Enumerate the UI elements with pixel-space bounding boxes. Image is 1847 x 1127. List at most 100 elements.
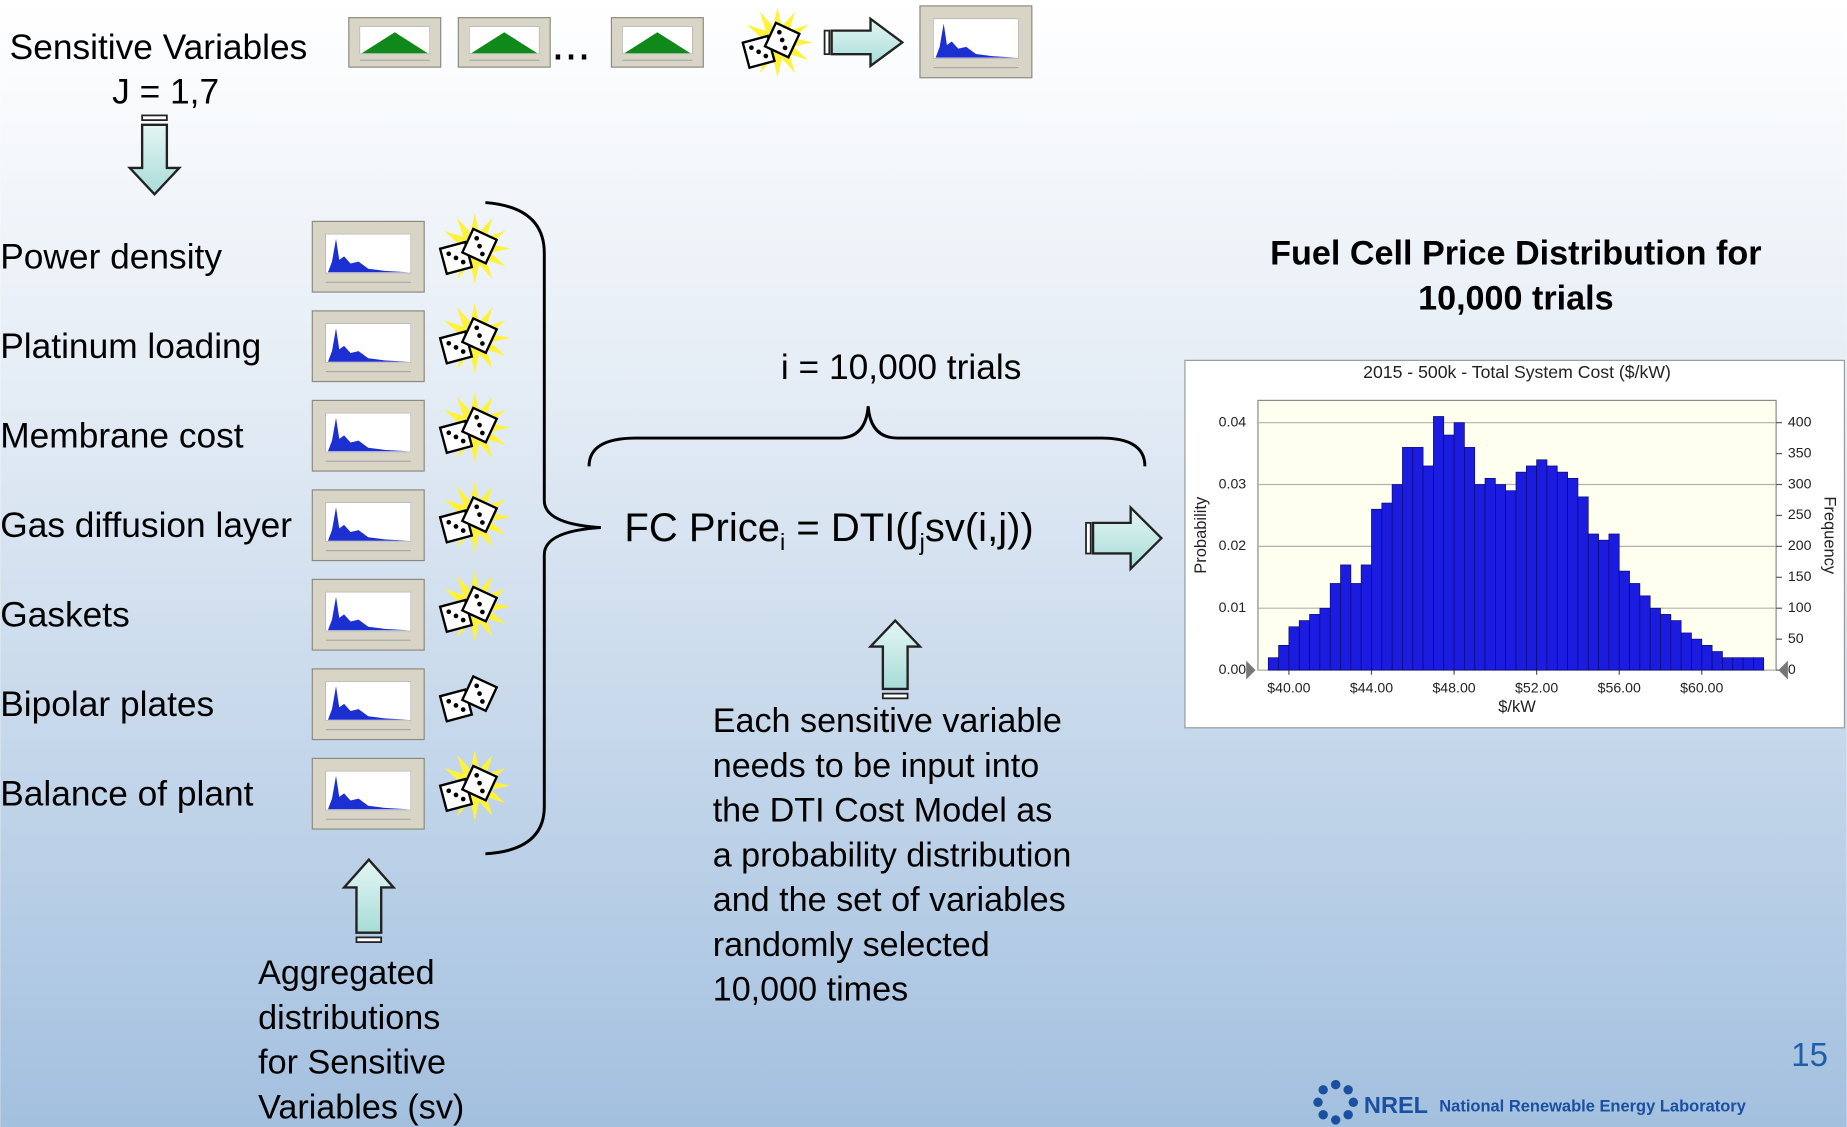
bar (1578, 497, 1588, 670)
variable: Balance of plant (0, 774, 253, 813)
explanation-line: needs to be input into (713, 747, 1039, 785)
formula-part: sv(i,j)) (925, 506, 1034, 550)
bar (1733, 658, 1743, 670)
label: Sensitive Variables (10, 28, 308, 67)
bar (1402, 447, 1412, 670)
chart: 0.000.010.020.030.0405010015020025030035… (1192, 362, 1839, 716)
x-axis-label: $/kW (1498, 698, 1536, 716)
bar (1557, 472, 1567, 670)
y2-tick-label: 300 (1788, 475, 1812, 491)
explanation-line: Each sensitive variable (713, 702, 1062, 740)
slide: Sensitive Variables J = 1,7 ... i = 10,0… (0, 0, 1847, 1127)
bar (1619, 571, 1629, 670)
logo-dot (1318, 1085, 1327, 1094)
bar (1361, 565, 1371, 670)
variable: Power density (0, 237, 222, 276)
logo-dot (1313, 1098, 1322, 1107)
bar (1712, 652, 1722, 671)
bar (1289, 627, 1299, 670)
bar (1691, 639, 1701, 670)
x-tick-label: $48.00 (1432, 680, 1475, 696)
y-tick-label: 0.02 (1219, 537, 1247, 553)
bar (1506, 491, 1516, 670)
logo-dot (1343, 1085, 1352, 1094)
y-tick-label: 0.00 (1219, 661, 1247, 677)
variable: Gaskets (0, 595, 130, 634)
organization: National Renewable Energy Laboratory (1439, 1097, 1746, 1115)
bar (1640, 596, 1650, 670)
bar (1454, 423, 1464, 670)
arrow-tail (825, 31, 830, 55)
explanation-line: randomly selected (713, 926, 990, 964)
bar (1753, 658, 1763, 670)
caption-line: for Sensitive (258, 1044, 446, 1082)
x-tick-label: $44.00 (1350, 680, 1393, 696)
chart-title: 2015 - 500k - Total System Cost ($/kW) (1363, 362, 1671, 382)
bar (1609, 534, 1619, 670)
y2-tick-label: 400 (1788, 413, 1812, 429)
y-axis-label: Probability (1192, 496, 1210, 574)
y2-tick-label: 50 (1788, 630, 1804, 646)
bar (1464, 447, 1474, 670)
bar (1413, 447, 1423, 670)
bar (1650, 608, 1660, 670)
logo-dot (1318, 1110, 1327, 1119)
heading: Fuel Cell Price Distribution for (1270, 235, 1761, 273)
bar (1279, 645, 1289, 670)
x-tick-label: $40.00 (1267, 680, 1310, 696)
explanation-line: a probability distribution (713, 836, 1072, 874)
label: i = 10,000 trials (781, 348, 1021, 387)
y-tick-label: 0.04 (1219, 413, 1247, 429)
page: Sensitive Variables J = 1,7 ... i = 10,0… (0, 0, 1847, 1127)
logo: NREL (1364, 1092, 1428, 1118)
bar (1702, 645, 1712, 670)
y2-tick-label: 150 (1788, 568, 1812, 584)
bar (1599, 540, 1609, 670)
formula-part: = DTI(∫ (785, 506, 922, 550)
bar (1299, 621, 1309, 670)
bar (1392, 485, 1402, 671)
bar (1351, 583, 1361, 670)
bar (1495, 485, 1505, 671)
bar (1310, 614, 1320, 670)
bar (1516, 472, 1526, 670)
bar (1330, 583, 1340, 670)
caption-line: distributions (258, 999, 440, 1037)
bar (1681, 633, 1691, 670)
arrow-tail (883, 694, 908, 699)
formula-part: FC Price (624, 506, 780, 550)
bar (1743, 658, 1753, 670)
y2-tick-label: 100 (1788, 599, 1812, 615)
variable: Gas diffusion layer (0, 506, 292, 545)
y2-tick-label: 350 (1788, 444, 1812, 460)
logo-dot (1349, 1098, 1358, 1107)
formula: FC Pricei = DTI(∫jsv(i,j)) (624, 506, 1033, 556)
x-tick-label: $52.00 (1515, 680, 1558, 696)
explanation-line: and the set of variables (713, 881, 1066, 919)
arrow-tail (1086, 523, 1091, 554)
arrow-tail (356, 937, 381, 942)
caption-line: Variables (sv) (258, 1088, 464, 1126)
bar (1671, 621, 1681, 670)
y-tick-label: 0.03 (1219, 475, 1247, 491)
label: J = 1,7 (112, 73, 219, 112)
bar (1722, 658, 1732, 670)
logo-dot (1343, 1110, 1352, 1119)
x-tick-label: $56.00 (1598, 680, 1641, 696)
explanation-line: the DTI Cost Model as (713, 792, 1053, 830)
ellipsis: ... (551, 17, 590, 70)
variable: Platinum loading (0, 327, 261, 366)
bar (1444, 435, 1454, 670)
bar (1547, 466, 1557, 670)
y2-tick-label: 0 (1788, 661, 1796, 677)
bar (1568, 478, 1578, 670)
caption-line: Aggregated (258, 954, 435, 992)
heading: 10,000 trials (1418, 279, 1614, 317)
bar (1382, 503, 1392, 670)
bar (1320, 608, 1330, 670)
y2-tick-label: 200 (1788, 537, 1812, 553)
arrow-tail (142, 115, 167, 120)
y-tick-label: 0.01 (1219, 599, 1247, 615)
bar (1475, 485, 1485, 671)
bar (1433, 416, 1443, 670)
